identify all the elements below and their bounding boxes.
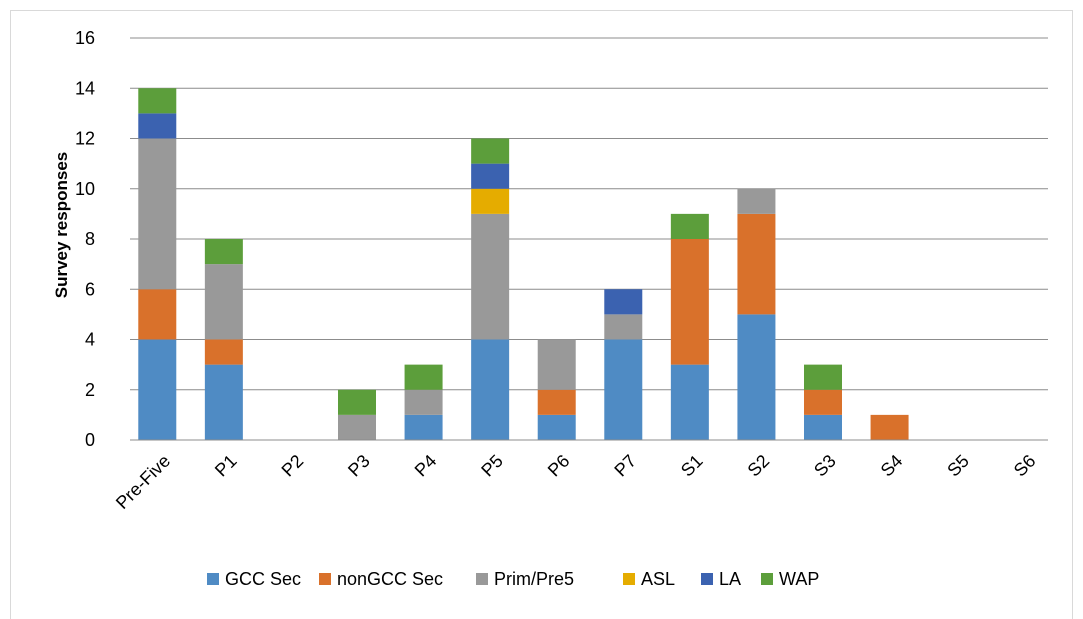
x-tick-label: S5 bbox=[943, 451, 973, 481]
x-tick-label: P1 bbox=[211, 451, 241, 481]
x-tick-label: P6 bbox=[544, 451, 574, 481]
x-tick-label: P5 bbox=[477, 451, 507, 481]
bar-segment-gcc-sec bbox=[471, 339, 510, 440]
bar-segment-wap bbox=[204, 239, 243, 265]
legend-swatch bbox=[319, 573, 331, 585]
bar-segment-nongcc-sec bbox=[138, 289, 177, 340]
bar-segment-la bbox=[471, 163, 510, 189]
bar-segment-prim-pre5 bbox=[338, 414, 376, 440]
x-tick-label: P2 bbox=[278, 451, 308, 481]
x-tick-label: P7 bbox=[610, 451, 640, 481]
legend-swatch bbox=[623, 573, 635, 585]
chart-frame bbox=[10, 10, 1073, 619]
y-tick-label: 0 bbox=[85, 430, 95, 450]
y-tick-label: 16 bbox=[75, 28, 95, 48]
bar-segment-gcc-sec bbox=[670, 364, 709, 440]
bar-segment-wap bbox=[471, 138, 510, 164]
bar-segment-nongcc-sec bbox=[537, 389, 576, 415]
bar-segment-nongcc-sec bbox=[737, 213, 776, 315]
x-tick-label: P4 bbox=[411, 451, 441, 481]
legend: GCC Sec nonGCC Sec Prim/Pre5 ASL LA WAP bbox=[207, 569, 819, 589]
bar-segment-nongcc-sec bbox=[670, 239, 709, 365]
x-tick-label: S2 bbox=[744, 451, 774, 481]
x-tick-label: Pre-Five bbox=[112, 451, 174, 513]
y-tick-label: 6 bbox=[85, 279, 95, 299]
bars bbox=[138, 88, 909, 440]
bar-segment-prim-pre5 bbox=[204, 264, 243, 340]
bar-segment-gcc-sec bbox=[537, 414, 576, 440]
x-tick-label: S4 bbox=[877, 451, 907, 481]
y-tick-label: 4 bbox=[85, 330, 95, 350]
legend-item: nonGCC Sec bbox=[319, 569, 443, 589]
legend-swatch bbox=[761, 573, 773, 585]
x-axis-ticks: Pre-Five P1 P2 P3 P4 P5 P6 P7 S1 S2 S3 S4 S5 S6 bbox=[112, 451, 1040, 513]
bar-segment-prim-pre5 bbox=[471, 213, 510, 340]
bar-segment-nongcc-sec bbox=[870, 414, 909, 440]
bar-segment-la bbox=[604, 289, 643, 315]
legend-label: ASL bbox=[641, 569, 675, 589]
bar-segment-wap bbox=[804, 364, 842, 390]
bar-segment-wap bbox=[338, 389, 376, 415]
legend-label: GCC Sec bbox=[225, 569, 301, 589]
bar-segment-wap bbox=[138, 88, 177, 114]
legend-item: Prim/Pre5 bbox=[476, 569, 574, 589]
x-tick-label: P3 bbox=[344, 451, 374, 481]
bar-segment-prim-pre5 bbox=[138, 138, 177, 290]
bar-segment-prim-pre5 bbox=[537, 339, 576, 390]
legend-label: LA bbox=[719, 569, 741, 589]
x-tick-label: S3 bbox=[810, 451, 840, 481]
y-tick-label: 2 bbox=[85, 380, 95, 400]
gridlines bbox=[130, 37, 1048, 391]
bar-segment-gcc-sec bbox=[604, 339, 643, 440]
y-tick-label: 12 bbox=[75, 129, 95, 149]
legend-label: nonGCC Sec bbox=[337, 569, 443, 589]
legend-item: WAP bbox=[761, 569, 819, 589]
legend-label: WAP bbox=[779, 569, 819, 589]
bar-segment-prim-pre5 bbox=[737, 188, 776, 214]
bar-segment-wap bbox=[404, 364, 443, 390]
y-axis-ticks: 0 2 4 6 8 10 12 14 16 bbox=[75, 28, 95, 450]
bar-segment-prim-pre5 bbox=[604, 314, 643, 340]
legend-label: Prim/Pre5 bbox=[494, 569, 574, 589]
bar-segment-prim-pre5 bbox=[404, 389, 443, 415]
legend-item: LA bbox=[701, 569, 741, 589]
bar-segment-gcc-sec bbox=[737, 314, 776, 440]
bar-segment-asl bbox=[471, 188, 510, 214]
bar-segment-la bbox=[138, 113, 177, 139]
bar-segment-gcc-sec bbox=[804, 414, 842, 440]
y-tick-label: 8 bbox=[85, 229, 95, 249]
y-axis-label: Survey responses bbox=[52, 152, 71, 298]
x-tick-label: S6 bbox=[1010, 451, 1040, 481]
bar-segment-nongcc-sec bbox=[204, 339, 243, 365]
x-tick-label: S1 bbox=[677, 451, 707, 481]
bar-segment-wap bbox=[670, 213, 709, 239]
bar-segment-gcc-sec bbox=[138, 339, 177, 440]
y-tick-label: 14 bbox=[75, 78, 95, 98]
bar-segment-nongcc-sec bbox=[804, 389, 842, 415]
y-tick-label: 10 bbox=[75, 179, 95, 199]
legend-item: ASL bbox=[623, 569, 675, 589]
bar-segment-gcc-sec bbox=[204, 364, 243, 440]
bar-segment-gcc-sec bbox=[404, 414, 443, 440]
legend-item: GCC Sec bbox=[207, 569, 301, 589]
legend-swatch bbox=[701, 573, 713, 585]
legend-swatch bbox=[476, 573, 488, 585]
legend-swatch bbox=[207, 573, 219, 585]
